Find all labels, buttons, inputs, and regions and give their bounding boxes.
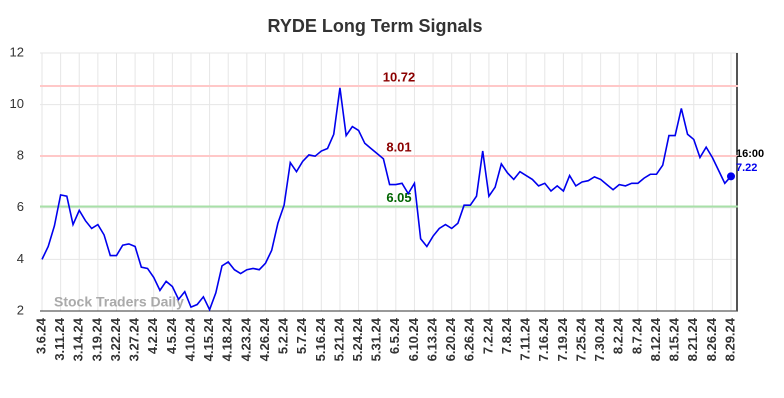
signal-label: 8.01 xyxy=(386,139,411,154)
x-tick-label: 3.11.24 xyxy=(52,317,67,360)
last-time: 16:00 xyxy=(736,148,764,160)
signal-label: 10.72 xyxy=(383,69,416,84)
x-tick-label: 5.2.24 xyxy=(276,317,291,354)
x-tick-label: 8.29.24 xyxy=(722,317,737,361)
x-tick-label: 7.2.24 xyxy=(480,317,495,354)
x-tick-label: 8.12.24 xyxy=(648,317,663,361)
x-tick-label: 5.7.24 xyxy=(294,317,309,354)
signal-label: 6.05 xyxy=(386,190,411,205)
y-tick-label: 12 xyxy=(10,44,24,59)
x-tick-label: 8.15.24 xyxy=(667,317,682,361)
x-tick-label: 6.20.24 xyxy=(443,317,458,361)
x-tick-label: 7.16.24 xyxy=(536,317,551,361)
x-tick-label: 4.18.24 xyxy=(220,317,235,361)
x-tick-label: 4.23.24 xyxy=(238,317,253,361)
x-tick-label: 4.2.24 xyxy=(145,317,160,354)
x-tick-label: 4.15.24 xyxy=(201,317,216,361)
chart-title: RYDE Long Term Signals xyxy=(267,16,482,36)
x-tick-label: 5.16.24 xyxy=(313,317,328,361)
x-tick-label: 5.21.24 xyxy=(331,317,346,361)
x-tick-label: 7.11.24 xyxy=(518,317,533,360)
y-tick-label: 8 xyxy=(17,148,24,163)
x-tick-label: 7.19.24 xyxy=(555,317,570,361)
x-tick-label: 3.6.24 xyxy=(33,317,48,354)
x-tick-label: 6.26.24 xyxy=(462,317,477,361)
x-tick-label: 3.19.24 xyxy=(89,317,104,361)
x-tick-label: 8.2.24 xyxy=(611,317,626,354)
x-tick-label: 8.21.24 xyxy=(685,317,700,361)
x-tick-label: 4.26.24 xyxy=(257,317,272,361)
x-tick-label: 4.5.24 xyxy=(164,317,179,354)
x-tick-label: 7.8.24 xyxy=(499,317,514,354)
y-tick-label: 4 xyxy=(17,251,24,266)
y-tick-label: 2 xyxy=(17,302,24,317)
watermark: Stock Traders Daily xyxy=(54,294,184,310)
last-value: 7.22 xyxy=(736,162,757,174)
x-tick-label: 4.10.24 xyxy=(182,317,197,361)
x-tick-label: 3.27.24 xyxy=(127,317,142,361)
x-tick-label: 5.24.24 xyxy=(350,317,365,361)
x-tick-label: 6.5.24 xyxy=(387,317,402,354)
x-tick-label: 3.14.24 xyxy=(71,317,86,361)
x-tick-label: 6.13.24 xyxy=(424,317,439,361)
price-line xyxy=(41,87,732,312)
y-tick-label: 6 xyxy=(17,199,24,214)
x-tick-label: 8.7.24 xyxy=(629,317,644,354)
x-tick-label: 3.22.24 xyxy=(108,317,123,361)
y-tick-label: 10 xyxy=(10,96,24,111)
x-tick-label: 6.10.24 xyxy=(406,317,421,361)
x-tick-label: 7.25.24 xyxy=(573,317,588,361)
last-point xyxy=(727,172,735,181)
x-tick-label: 8.26.24 xyxy=(704,317,719,361)
x-tick-label: 7.30.24 xyxy=(592,317,607,361)
x-tick-label: 5.31.24 xyxy=(369,317,384,361)
